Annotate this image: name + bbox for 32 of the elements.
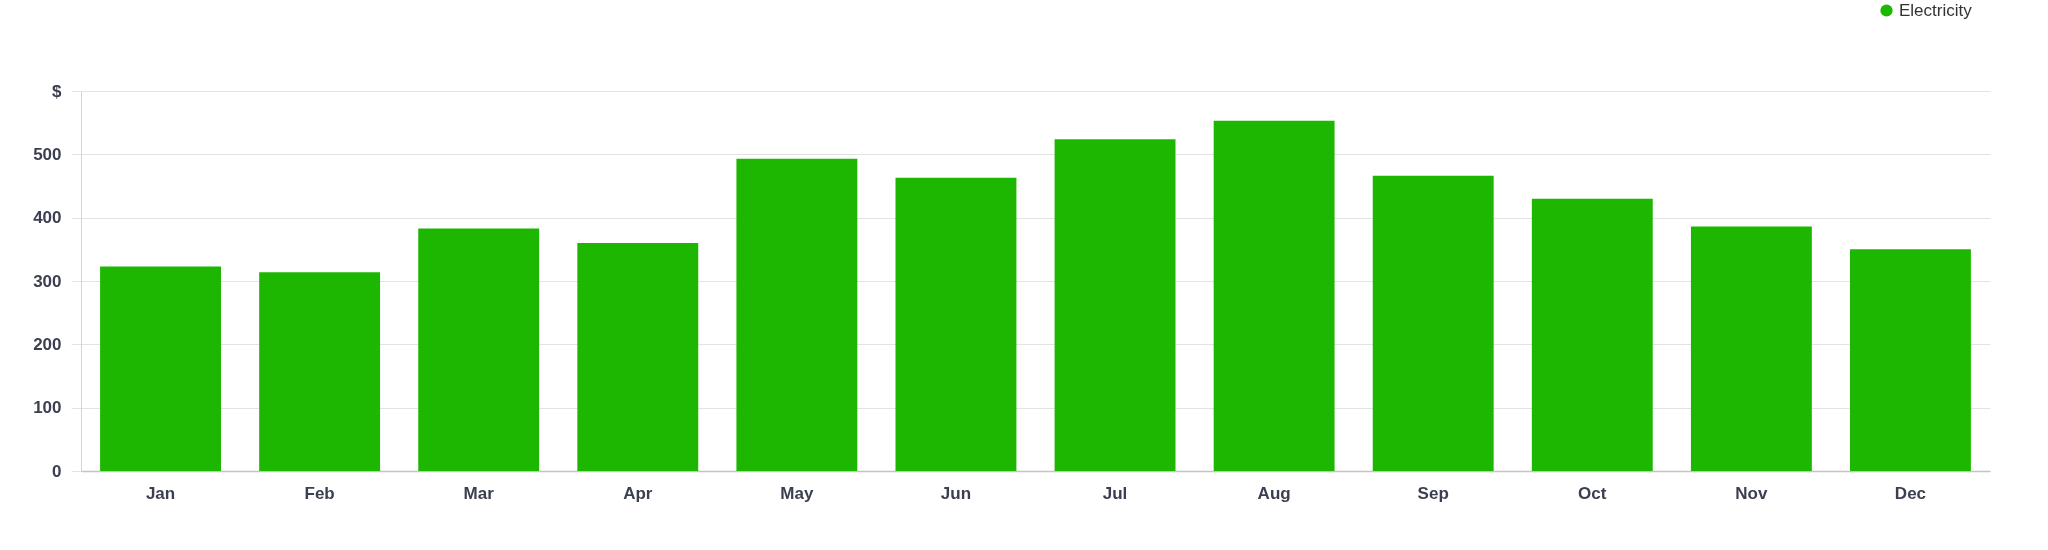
x-tick-label: Nov (1735, 483, 1768, 503)
x-tick-label: Apr (623, 483, 653, 503)
x-tick-label: Jan (145, 483, 176, 503)
y-tick-label: 0 (52, 461, 62, 481)
x-tick-label: May (780, 483, 814, 503)
bar (577, 243, 699, 471)
bar (736, 158, 858, 471)
x-tick-label: Mar (463, 483, 495, 503)
y-tick-label: 200 (33, 334, 62, 354)
x-tick-label: Jul (1102, 483, 1128, 503)
x-tick-label: Dec (1894, 483, 1927, 503)
bar (1531, 198, 1653, 471)
x-tick-label: Jun (940, 483, 972, 503)
y-tick-label: 400 (33, 208, 62, 228)
bar (895, 177, 1017, 471)
y-tick-label: 500 (33, 144, 62, 164)
bar (418, 228, 540, 471)
bar (100, 266, 221, 471)
x-tick-label: Feb (304, 483, 335, 503)
bar (1372, 175, 1494, 471)
y-tick-label: 300 (33, 271, 62, 291)
bar (1213, 120, 1335, 471)
x-tick-label: Sep (1417, 483, 1449, 503)
x-tick-label: Aug (1257, 483, 1291, 503)
bar (1850, 249, 1971, 471)
bar (1054, 139, 1176, 471)
legend-label: Electricity (1899, 0, 1973, 20)
y-tick-label: $ (52, 81, 63, 101)
y-tick-label: 100 (33, 398, 62, 418)
x-tick-label: Oct (1578, 483, 1607, 503)
bar (1690, 226, 1812, 471)
bar (259, 272, 381, 471)
